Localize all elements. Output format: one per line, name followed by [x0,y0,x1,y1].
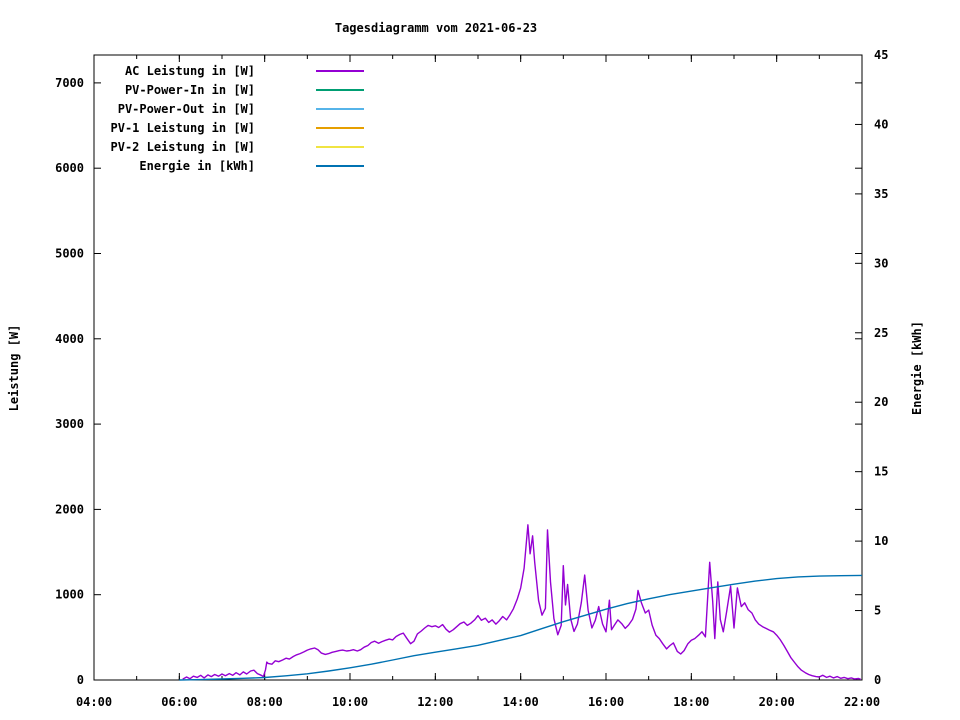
y2-tick-label: 0 [874,673,881,687]
y2-tick-label: 45 [874,48,888,62]
legend-label: AC Leistung in [W] [125,64,255,78]
x-tick-label: 16:00 [588,695,624,709]
x-tick-label: 14:00 [503,695,539,709]
y2-tick-label: 10 [874,534,888,548]
y1-tick-label: 4000 [55,332,84,346]
y2-tick-label: 5 [874,604,881,618]
y1-tick-label: 1000 [55,588,84,602]
y1-tick-label: 7000 [55,76,84,90]
y1-tick-label: 2000 [55,502,84,516]
y1-tick-label: 0 [77,673,84,687]
x-tick-label: 18:00 [673,695,709,709]
y2-tick-label: 30 [874,256,888,270]
y2-tick-label: 20 [874,395,888,409]
y1-tick-label: 6000 [55,161,84,175]
x-tick-label: 22:00 [844,695,880,709]
x-tick-label: 06:00 [161,695,197,709]
x-tick-label: 04:00 [76,695,112,709]
legend-label: PV-1 Leistung in [W] [111,121,256,135]
legend-label: PV-2 Leistung in [W] [111,140,256,154]
legend-label: PV-Power-In in [W] [125,83,255,97]
chart-title: Tagesdiagramm vom 2021-06-23 [334,21,538,35]
series-line [182,524,861,680]
y2-tick-label: 25 [874,326,888,340]
x-tick-label: 12:00 [417,695,453,709]
series-line [179,574,863,681]
y1-tick-label: 5000 [55,246,84,260]
x-tick-label: 08:00 [247,695,283,709]
y2-tick-label: 15 [874,465,888,479]
legend-label: Energie in [kWh] [139,159,255,173]
y2-tick-label: 35 [874,187,888,201]
y1-tick-label: 3000 [55,417,84,431]
x-tick-label: 10:00 [332,695,368,709]
y2-tick-label: 40 [874,117,888,131]
x-tick-label: 20:00 [759,695,795,709]
legend-label: PV-Power-Out in [W] [118,102,255,116]
